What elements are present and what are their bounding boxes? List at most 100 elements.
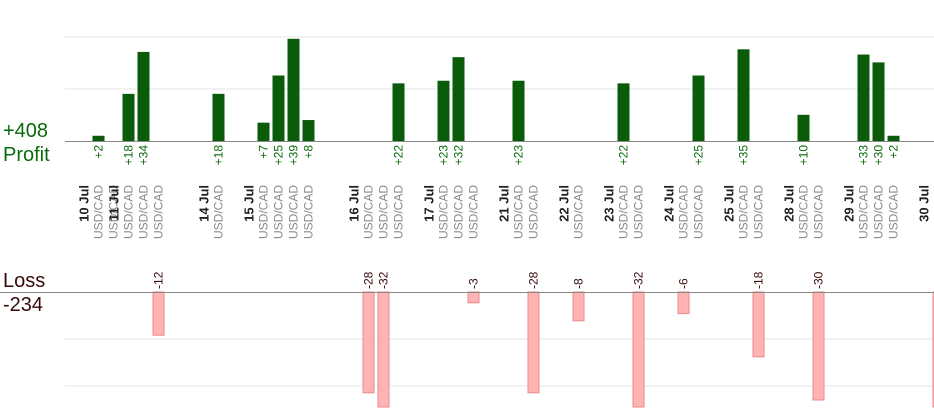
loss-bar xyxy=(677,291,690,315)
loss-value-label: -12 xyxy=(152,271,166,289)
symbol-label: USD/CAD xyxy=(92,185,106,239)
symbol-label: USD/CAD xyxy=(392,185,406,239)
profit-value-label: +8 xyxy=(302,145,316,159)
symbol-label: USD/CAD xyxy=(632,185,646,239)
symbol-label: USD/CAD xyxy=(797,185,811,239)
profit-bar xyxy=(797,114,810,141)
date-label: 29 Jul xyxy=(842,185,857,222)
date-label: 14 Jul xyxy=(197,185,212,222)
symbol-label: USD/CAD xyxy=(512,185,526,239)
symbol-label: USD/CAD xyxy=(527,185,541,239)
symbol-label: USD/CAD xyxy=(137,185,151,239)
profit-value-label: +25 xyxy=(272,145,286,166)
profit-bar xyxy=(302,120,315,141)
symbol-label: USD/CAD xyxy=(122,185,136,239)
symbol-label: USD/CAD xyxy=(257,185,271,239)
date-label: 11 Jul xyxy=(107,185,122,221)
profit-value-label: +35 xyxy=(737,145,751,166)
symbol-label: USD/CAD xyxy=(857,185,871,239)
loss-bar xyxy=(752,291,765,358)
profit-value-label: +32 xyxy=(452,145,466,166)
profit-bar xyxy=(617,83,630,141)
profit-value-label: +22 xyxy=(617,145,631,166)
date-label: 28 Jul xyxy=(782,185,797,222)
symbol-label: USD/CAD xyxy=(362,185,376,239)
symbol-label: USD/CAD xyxy=(752,185,766,239)
profit-value-label: +23 xyxy=(437,145,451,166)
date-label: 25 Jul xyxy=(722,185,737,222)
symbol-label: USD/CAD xyxy=(302,185,316,239)
date-label: 22 Jul xyxy=(557,185,572,222)
symbol-label: USD/CAD xyxy=(287,185,301,239)
profit-bar xyxy=(512,80,525,141)
date-label: 23 Jul xyxy=(602,185,617,222)
date-label: 17 Jul xyxy=(422,185,437,222)
profit-bar xyxy=(92,135,105,141)
profit-bar xyxy=(287,38,300,141)
loss-value-label: -28 xyxy=(527,271,541,289)
loss-value-label: -37 xyxy=(932,271,934,289)
symbol-label: USD/CAD xyxy=(212,185,226,239)
profit-bar xyxy=(737,49,750,141)
symbol-label: USD/CAD xyxy=(452,185,466,239)
profit-bar xyxy=(872,62,885,141)
profit-bar xyxy=(437,80,450,141)
loss-value-label: -6 xyxy=(677,278,691,289)
date-label: 16 Jul xyxy=(347,185,362,222)
profit-value-label: +22 xyxy=(392,145,406,166)
loss-bar xyxy=(377,291,390,408)
loss-bar xyxy=(572,291,585,322)
profit-value-label: +18 xyxy=(212,145,226,166)
loss-label: Loss xyxy=(3,270,46,292)
date-label: 21 Jul xyxy=(497,185,512,222)
axis-lines xyxy=(0,141,934,293)
loss-value-label: -3 xyxy=(467,278,481,289)
profit-bar xyxy=(887,135,900,141)
symbol-label: USD/CAD xyxy=(272,185,286,239)
loss-bar xyxy=(812,291,825,401)
profit-bar xyxy=(272,75,285,141)
profit-bar xyxy=(857,54,870,141)
profit-value-label: +34 xyxy=(137,145,151,166)
symbol-label: USD/CAD xyxy=(737,185,751,239)
loss-bar xyxy=(527,291,540,394)
symbol-label: USD/CAD xyxy=(932,185,934,239)
profit-bar xyxy=(137,51,150,141)
profit-label: Profit xyxy=(3,144,50,166)
date-label: 24 Jul xyxy=(662,185,677,222)
symbol-label: USD/CAD xyxy=(692,185,706,239)
profit-bar xyxy=(257,122,270,141)
profit-value-labels: +2 +18 +34 +18 +7 +25 +39 +8 +22 +23 +32 +23 +22 +25 +… xyxy=(92,145,901,166)
loss-value-label: -8 xyxy=(572,278,586,289)
symbol-label: USD/CAD xyxy=(887,185,901,239)
loss-value-labels: -12 -28 -32 -3 -28 -8 -32 -6 -18 -30 -37 xyxy=(152,271,934,289)
date-label: 30 Jul xyxy=(917,185,932,222)
symbol-label: USD/CAD xyxy=(812,185,826,239)
symbol-label: USD/CAD xyxy=(152,185,166,239)
loss-value-label: -32 xyxy=(377,271,391,289)
loss-bar xyxy=(362,291,375,394)
loss-value-label: -32 xyxy=(632,271,646,289)
profit-value-label: +18 xyxy=(122,145,136,166)
symbol-label: USD/CAD xyxy=(677,185,691,239)
symbol-label: USD/CAD xyxy=(872,185,886,239)
profit-value-label: +30 xyxy=(872,145,886,166)
loss-bar xyxy=(467,291,480,304)
loss-value-label: -28 xyxy=(362,271,376,289)
symbol-label: USD/CAD xyxy=(377,185,391,239)
loss-total: -234 xyxy=(3,294,44,316)
profit-value-label: +10 xyxy=(797,145,811,166)
loss-value-label: -18 xyxy=(752,271,766,289)
profit-value-label: +39 xyxy=(287,145,301,166)
loss-bar xyxy=(632,291,645,408)
symbol-label: USD/CAD xyxy=(617,185,631,239)
profit-bar xyxy=(212,93,225,141)
profit-value-label: +2 xyxy=(887,145,901,159)
profit-value-label: +23 xyxy=(512,145,526,166)
symbol-label: USD/CAD xyxy=(572,185,586,239)
profit-bar xyxy=(122,93,135,141)
profit-value-label: +7 xyxy=(257,145,271,159)
date-label: 10 Jul xyxy=(77,185,92,222)
